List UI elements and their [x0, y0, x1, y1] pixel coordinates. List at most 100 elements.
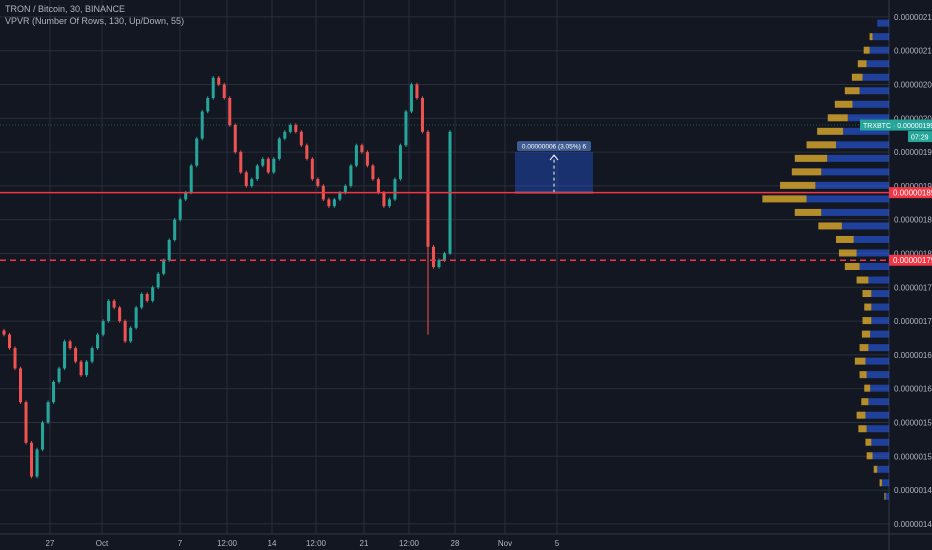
x-tick-label: 27	[46, 539, 55, 548]
candle-body[interactable]	[167, 239, 171, 261]
volume-profile-down-bar	[864, 384, 871, 392]
candle-body[interactable]	[316, 179, 320, 186]
candle-body[interactable]	[206, 98, 210, 112]
candle-body[interactable]	[409, 84, 413, 112]
candle-body[interactable]	[294, 125, 298, 132]
candle-body[interactable]	[195, 138, 199, 166]
volume-profile-down-bar	[844, 263, 860, 270]
x-tick-label: 14	[268, 539, 277, 548]
candle-body[interactable]	[266, 158, 270, 173]
candle-body[interactable]	[387, 199, 391, 207]
candle-body[interactable]	[354, 145, 358, 166]
candle-body[interactable]	[272, 158, 276, 173]
candle-body[interactable]	[162, 260, 166, 274]
candle-body[interactable]	[233, 125, 237, 153]
candle-body[interactable]	[288, 125, 292, 132]
candle-body[interactable]	[2, 330, 6, 335]
x-tick-label: 12:00	[217, 539, 238, 548]
candle-body[interactable]	[343, 185, 347, 193]
candle-body[interactable]	[420, 98, 424, 132]
candle-body[interactable]	[382, 192, 386, 207]
candle-body[interactable]	[118, 307, 122, 322]
candle-body[interactable]	[250, 179, 254, 186]
candle-body[interactable]	[41, 422, 45, 450]
candle-body[interactable]	[305, 145, 309, 159]
candle-body[interactable]	[332, 199, 336, 207]
candle-body[interactable]	[46, 402, 50, 423]
candle-body[interactable]	[239, 152, 243, 173]
candle-body[interactable]	[68, 341, 72, 349]
candle-body[interactable]	[228, 98, 232, 126]
volume-profile-up-bar	[871, 317, 889, 325]
candle-body[interactable]	[178, 199, 182, 220]
candle-body[interactable]	[360, 145, 364, 153]
candle-body[interactable]	[431, 246, 435, 267]
candle-body[interactable]	[134, 307, 138, 328]
candle-body[interactable]	[365, 152, 369, 166]
candle-body[interactable]	[7, 334, 12, 349]
candle-body[interactable]	[156, 273, 160, 288]
candle-body[interactable]	[217, 77, 221, 85]
y-tick-label: 0.00000175	[894, 283, 932, 292]
candle-body[interactable]	[52, 381, 56, 403]
candle-body[interactable]	[398, 145, 402, 180]
volume-profile-down-bar	[851, 73, 863, 81]
candle-body[interactable]	[338, 192, 342, 200]
candle-body[interactable]	[189, 165, 193, 193]
candle-body[interactable]	[310, 158, 314, 180]
candle-body[interactable]	[244, 172, 248, 186]
candle-body[interactable]	[184, 192, 188, 200]
candle-body[interactable]	[123, 321, 127, 342]
candle-body[interactable]	[90, 348, 94, 362]
volume-profile-down-bar	[864, 303, 872, 311]
dashed-line-badge	[889, 254, 932, 266]
candle-body[interactable]	[129, 327, 133, 342]
candle-body[interactable]	[96, 334, 100, 349]
volume-profile-down-bar	[856, 276, 869, 284]
candle-body[interactable]	[211, 77, 215, 99]
candle-body[interactable]	[74, 348, 78, 362]
candle-body[interactable]	[277, 138, 281, 159]
candle-body[interactable]	[79, 361, 83, 376]
candle-body[interactable]	[173, 219, 177, 240]
candle-body[interactable]	[222, 84, 226, 99]
candle-body[interactable]	[101, 321, 105, 335]
candle-body[interactable]	[19, 368, 23, 403]
volume-profile-down-bar	[806, 141, 836, 149]
candle-body[interactable]	[200, 111, 204, 139]
candle-body[interactable]	[349, 165, 353, 186]
candle-body[interactable]	[327, 199, 331, 207]
candle-body[interactable]	[261, 158, 265, 166]
candle-body[interactable]	[404, 111, 408, 146]
candle-body[interactable]	[151, 287, 155, 301]
measure-label-box	[517, 141, 591, 152]
symbol-legend[interactable]: TRON / Bitcoin, 30, BINANCE	[5, 4, 126, 14]
candle-body[interactable]	[371, 165, 375, 180]
candle-body[interactable]	[107, 300, 111, 322]
candle-body[interactable]	[255, 165, 259, 180]
candle-body[interactable]	[30, 442, 34, 477]
candle-body[interactable]	[299, 131, 303, 146]
candle-body[interactable]	[376, 179, 380, 193]
candle-body[interactable]	[35, 449, 39, 477]
candle-body[interactable]	[393, 179, 397, 200]
candle-body[interactable]	[442, 253, 447, 261]
candle-body[interactable]	[63, 341, 67, 369]
indicator-legend[interactable]: VPVR (Number Of Rows, 130, Up/Down, 55)	[5, 16, 185, 26]
candle-body[interactable]	[140, 294, 144, 308]
candle-body[interactable]	[437, 260, 441, 267]
candle-body[interactable]	[24, 402, 28, 443]
volume-profile-up-bar	[872, 452, 889, 460]
candle-body[interactable]	[415, 84, 419, 99]
candle-body[interactable]	[85, 361, 89, 376]
candle-body[interactable]	[283, 131, 287, 139]
candle-body[interactable]	[112, 300, 116, 308]
candle-body[interactable]	[13, 348, 17, 369]
candle-body[interactable]	[145, 294, 149, 301]
candle-body[interactable]	[57, 368, 61, 382]
